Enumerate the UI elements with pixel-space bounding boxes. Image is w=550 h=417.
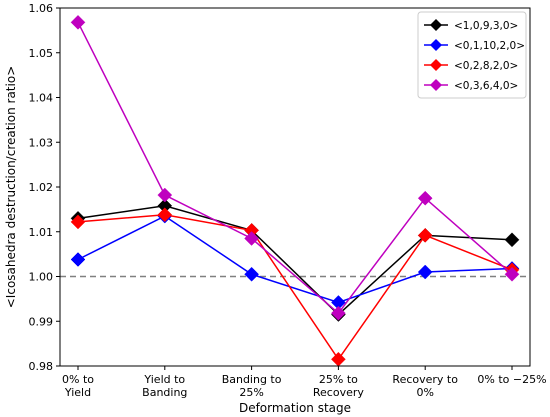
x-tick-label: Recovery to 0% [392,373,458,399]
x-tick-label: Banding to 25% [222,373,282,399]
data-point [331,305,346,321]
series-line-3 [77,21,513,315]
legend: <1,0,9,3,0> <0,1,10,2,0> <0,2,8,2,0> <0,3,6… [417,11,527,99]
series-line-1 [77,215,513,304]
legend-box [417,11,527,99]
x-tick-label: 0% to Yield [62,373,94,399]
y-tick-label: 1.02 [29,181,54,194]
data-point [244,231,259,246]
legend-label: <1,0,9,3,0> [454,20,518,32]
x-axis-title: Deformation stage [239,401,351,415]
y-tick-label: 1.04 [29,92,54,105]
legend-label: <0,2,8,2,0> [454,60,518,72]
x-tick-label: 0% to −25% [477,373,546,386]
legend-label: <0,1,10,2,0> [454,40,525,52]
data-point [417,190,433,206]
data-point [417,227,433,243]
series-line-0 [77,205,513,316]
legend-marker [430,39,442,51]
y-tick-label: 0.98 [29,360,54,373]
y-axis-title: <Icosahedra destruction/creation ratio> [4,66,18,309]
legend-marker [430,79,442,91]
y-tick-label: 0.99 [29,315,54,328]
x-tick-label: 25% to Recovery [313,373,364,399]
data-point [244,266,259,282]
series-line-2 [77,213,513,361]
data-point [504,232,520,248]
data-point [417,264,433,280]
data-point [157,187,173,203]
data-point [70,14,86,30]
data-point [70,214,86,230]
y-tick-label: 1.00 [29,271,54,284]
axes: 0.98 0.99 1.00 1.01 1.02 1.03 1.04 1.05 1.06 0% t… [29,2,547,399]
legend-marker [430,59,442,71]
series-group [70,14,520,367]
y-tick-label: 1.03 [29,136,54,149]
legend-marker [430,19,442,31]
x-tick-label: Yield to Banding [142,373,187,399]
y-tick-label: 1.05 [29,47,54,60]
y-tick-label: 1.01 [29,226,54,239]
data-point [157,207,173,223]
data-point [504,266,520,282]
y-tick-label: 1.06 [29,2,54,15]
data-point [70,252,86,267]
legend-label: <0,3,6,4,0> [454,80,518,92]
